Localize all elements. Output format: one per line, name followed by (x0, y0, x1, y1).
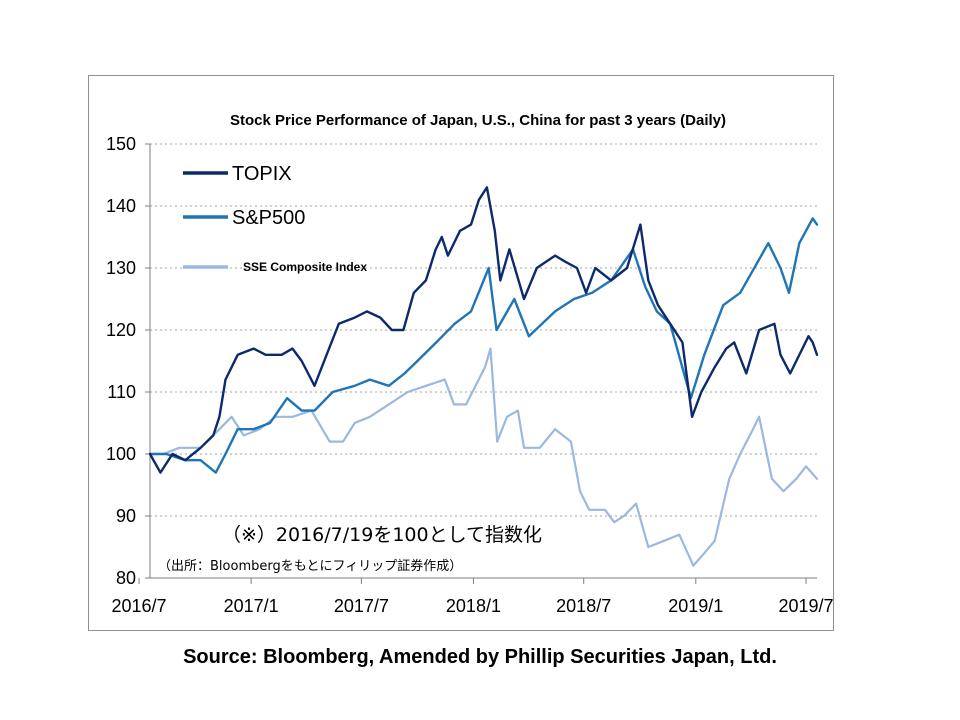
y-tick-label: 140 (106, 196, 136, 216)
y-tick-label: 130 (106, 258, 136, 278)
chart-frame (88, 75, 834, 631)
legend-label-s-p500: S&P500 (232, 207, 305, 229)
legend-label-topix: TOPIX (232, 163, 292, 185)
y-tick-label: 110 (107, 382, 136, 402)
x-axis-ticks: 2016/7 2017/1 2017/7 2018/1 2018/7 2019/1 2019… (112, 578, 834, 616)
x-tick-label: 2017/1 (224, 596, 279, 616)
legend-label-sse-composite-index: SSE Composite Index (243, 260, 367, 274)
index-note: （※）2016/7/19を100として指数化 (222, 524, 542, 546)
series-line-sse-composite-index (148, 347, 819, 567)
x-tick-label: 2019/7 (779, 596, 834, 616)
x-tick-label: 2018/7 (556, 596, 611, 616)
legend: TOPIX S&P500 SSE Composite Index (183, 163, 367, 274)
y-tick-label: 120 (106, 320, 136, 340)
series-line-topix (148, 186, 819, 474)
y-axis-ticks: 80 90 100 110 120 130 140 150 (106, 134, 150, 588)
footer-source: Source: Bloomberg, Amended by Phillip Se… (183, 646, 777, 668)
y-tick-label: 100 (106, 444, 136, 464)
y-tick-label: 90 (116, 506, 136, 526)
y-tick-label: 150 (106, 134, 136, 154)
chart-title: Stock Price Performance of Japan, U.S., … (230, 112, 726, 129)
data-source-note: （出所：Bloombergをもとにフィリップ証券作成） (158, 558, 462, 574)
series-line-s-p500 (148, 217, 819, 474)
series-layer (148, 186, 819, 567)
x-tick-label: 2018/1 (446, 596, 501, 616)
x-tick-label: 2016/7 (112, 596, 167, 616)
grid (150, 143, 817, 517)
x-tick-label: 2019/1 (668, 596, 723, 616)
axes (149, 144, 817, 579)
x-tick-label: 2017/7 (334, 596, 389, 616)
y-tick-label: 80 (116, 568, 136, 588)
